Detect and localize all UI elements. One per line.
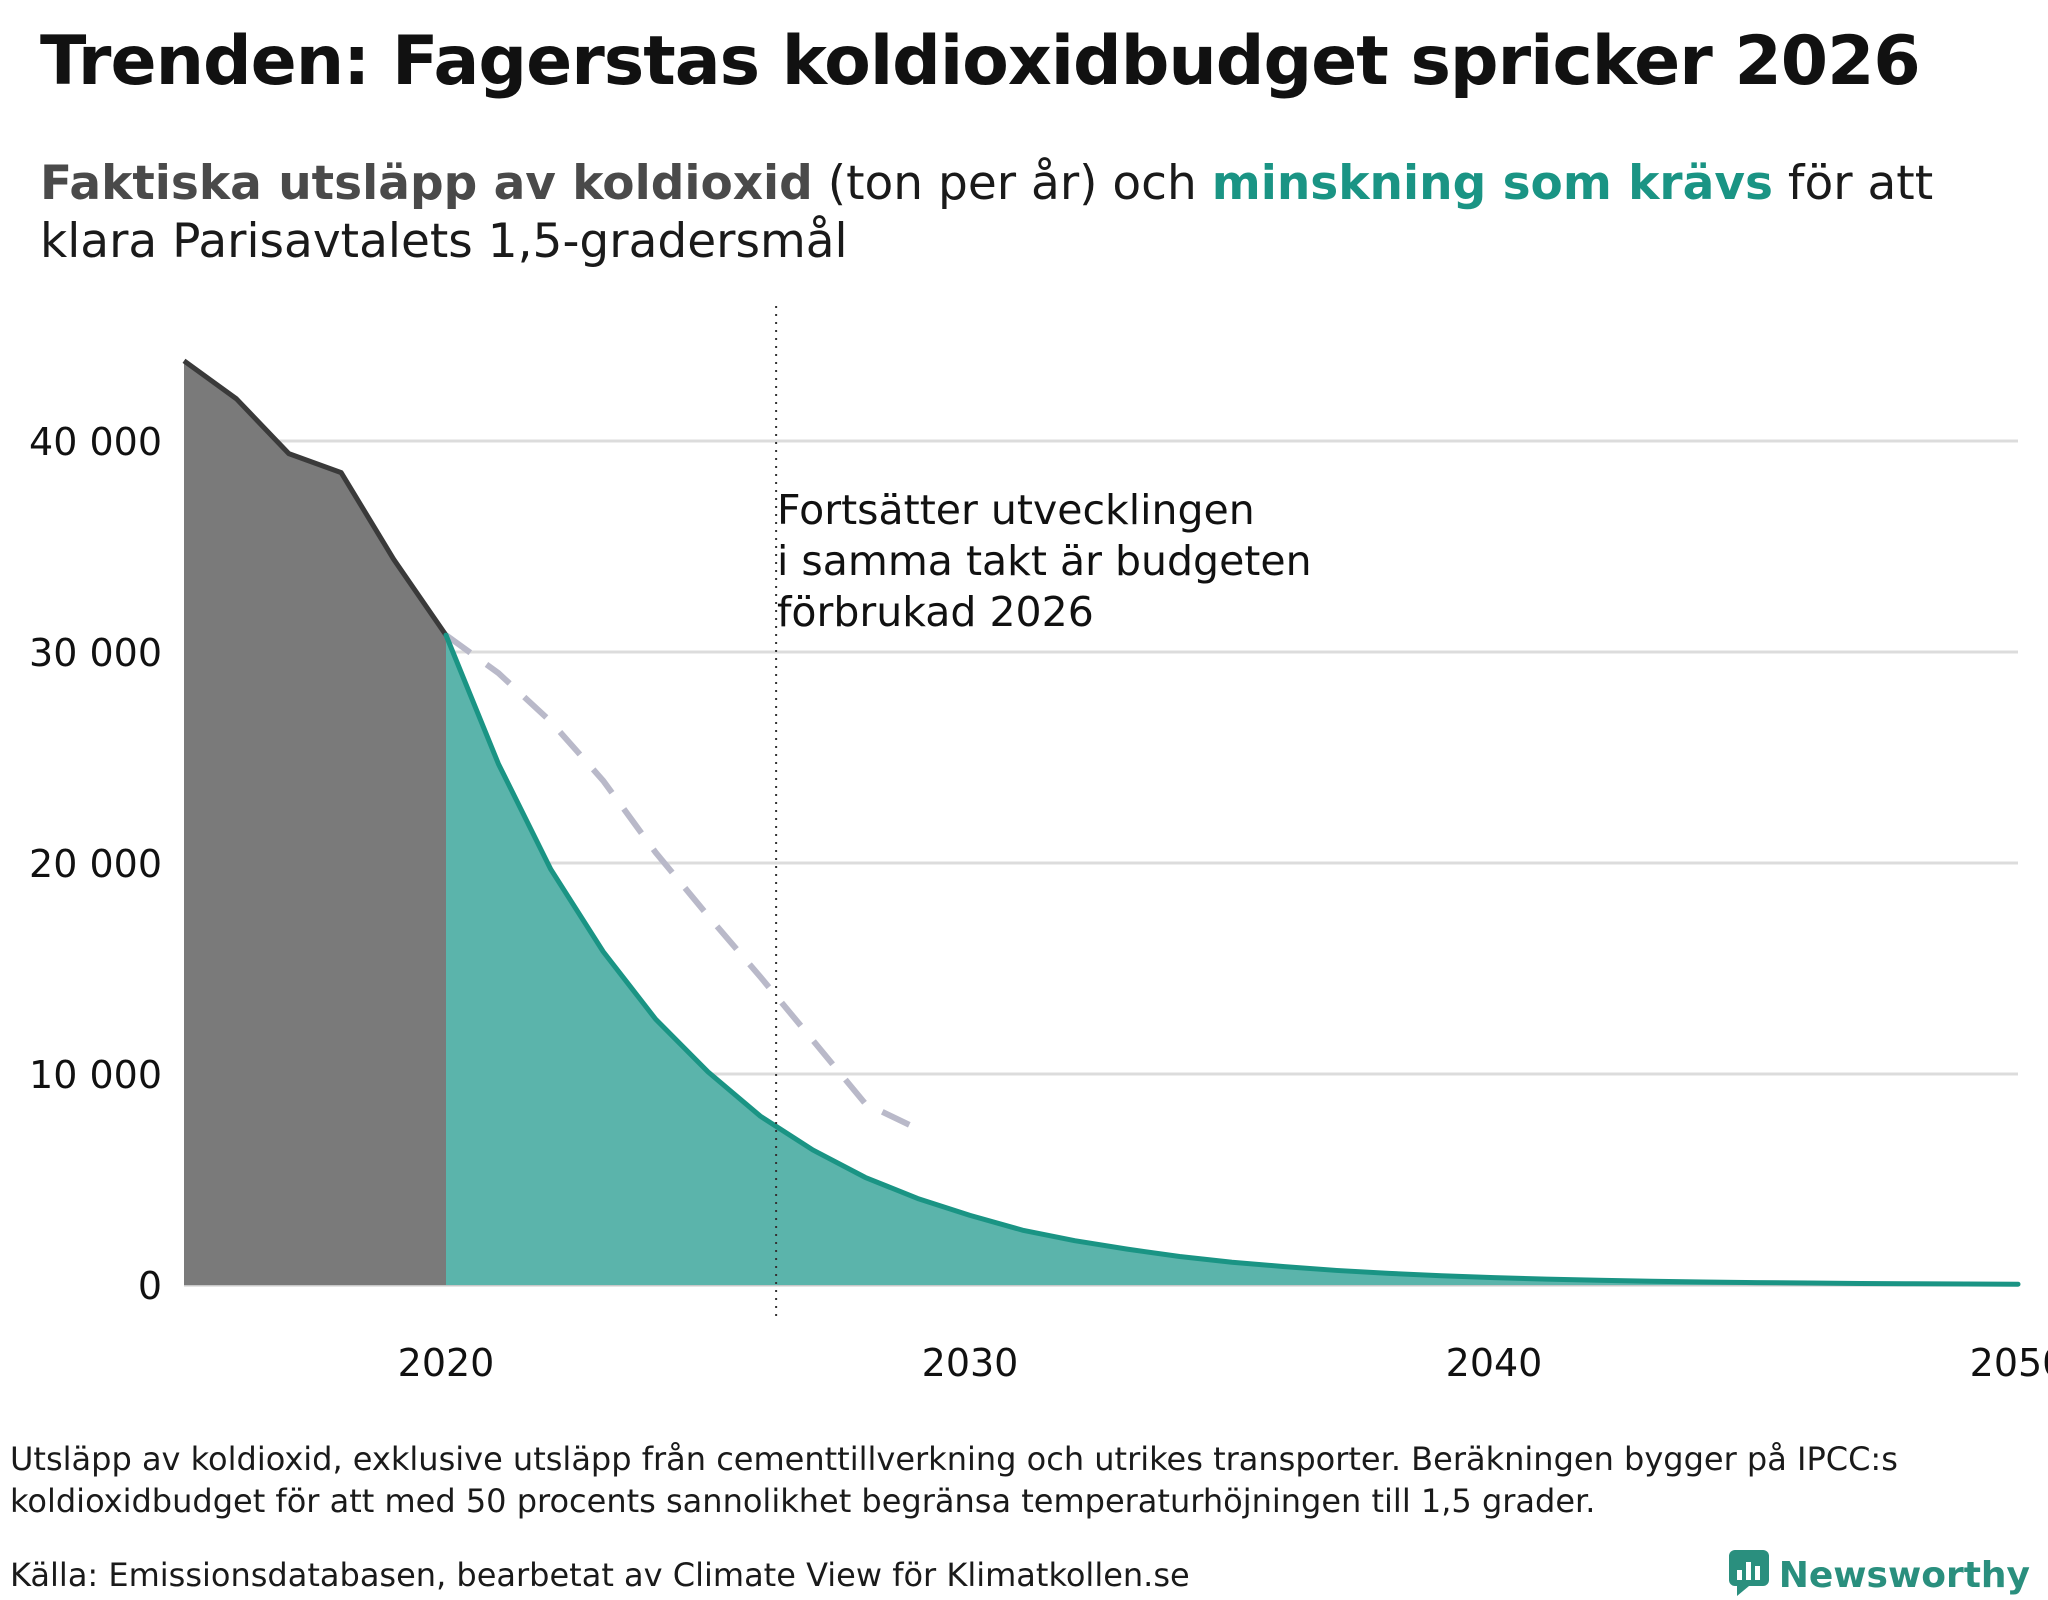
y-tick-label: 0	[138, 1264, 162, 1308]
required-point	[1859, 1281, 1863, 1285]
historic-line	[182, 358, 449, 637]
newsworthy-logo-icon	[1728, 1550, 1769, 1600]
required-point	[1544, 1277, 1548, 1281]
required-point	[811, 1148, 815, 1152]
required-point	[1911, 1282, 1915, 1286]
required-point	[706, 1070, 710, 1074]
historic-point	[182, 359, 186, 363]
required-line	[443, 632, 2021, 1287]
required-point	[444, 633, 448, 637]
required-point	[1702, 1280, 1706, 1284]
trend-line	[444, 632, 919, 1132]
required-point	[1335, 1268, 1339, 1272]
historic-area	[184, 360, 446, 1285]
required-point	[549, 867, 553, 871]
footnote: Utsläpp av koldioxid, exklusive utsläpp …	[10, 1440, 1898, 1520]
annotation-line-3: förbrukad 2026	[777, 588, 1094, 636]
x-tick-label: 2030	[922, 1341, 1019, 1385]
subtitle-unit: (ton per år) och	[812, 156, 1212, 211]
required-point	[1073, 1239, 1077, 1243]
source-credit: Källa: Emissionsdatabasen, bearbetat av …	[10, 1556, 1190, 1594]
required-area	[446, 635, 2018, 1285]
chart-subtitle: Faktiska utsläpp av koldioxid (ton per å…	[40, 155, 2020, 271]
x-tick-label: 2050	[1970, 1341, 2048, 1385]
required-point	[654, 1017, 658, 1021]
required-point	[1754, 1281, 1758, 1285]
emissions-chart: 0 10 000 20 000 30 000 40 000 2020 2030 2040 205…	[29, 306, 2048, 1385]
required-point	[2016, 1282, 2020, 1286]
required-point	[758, 1114, 762, 1118]
required-point	[1492, 1276, 1496, 1280]
area-fills	[184, 360, 2018, 1285]
historic-point	[392, 557, 396, 561]
required-point	[1649, 1279, 1653, 1283]
historic-point	[339, 471, 343, 475]
y-tick-label: 20 000	[29, 842, 162, 886]
subtitle-historic-label: Faktiska utsläpp av koldioxid	[40, 156, 813, 211]
chart-title: Trenden: Fagerstas koldioxidbudget spric…	[40, 22, 1921, 101]
y-tick-label: 40 000	[29, 420, 162, 464]
annotation-line-2: i samma takt är budgeten	[777, 537, 1312, 585]
required-point	[1178, 1255, 1182, 1259]
required-point	[1125, 1247, 1129, 1251]
required-point	[863, 1175, 867, 1179]
x-tick-label: 2040	[1446, 1341, 1543, 1385]
historic-point	[234, 397, 238, 401]
historic-point	[287, 452, 291, 456]
x-tick-label: 2020	[398, 1341, 495, 1385]
required-point	[1440, 1274, 1444, 1278]
required-point	[1020, 1228, 1024, 1232]
required-point	[496, 762, 500, 766]
required-point	[1806, 1281, 1810, 1285]
y-tick-label: 10 000	[29, 1053, 162, 1097]
annotation: Fortsätter utvecklingen i samma takt är …	[777, 486, 1312, 636]
required-point	[1230, 1260, 1234, 1264]
brand-name: Newsworthy	[1778, 1554, 2030, 1596]
brand-logo[interactable]: Newsworthy	[1728, 1550, 2030, 1600]
required-point	[601, 950, 605, 954]
subtitle-required-label: minskning som krävs	[1211, 156, 1773, 211]
required-point	[916, 1196, 920, 1200]
annotation-line-1: Fortsätter utvecklingen	[777, 486, 1255, 534]
required-point	[1282, 1265, 1286, 1269]
y-tick-label: 30 000	[29, 631, 162, 675]
axis-labels: 0 10 000 20 000 30 000 40 000 2020 2030 2040 205…	[29, 420, 2048, 1385]
required-point	[1964, 1282, 1968, 1286]
series-lines	[182, 358, 2021, 1287]
required-point	[1387, 1271, 1391, 1275]
subtitle-rest: för att klara Parisavtalets 1,5-gradersm…	[40, 156, 1934, 269]
required-point	[1597, 1278, 1601, 1282]
required-point	[968, 1213, 972, 1217]
